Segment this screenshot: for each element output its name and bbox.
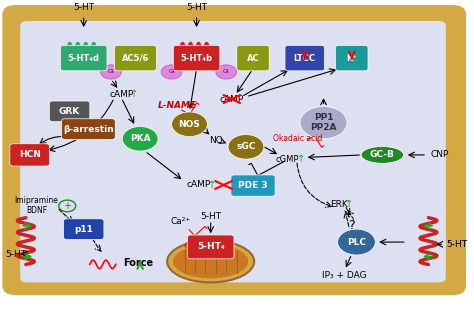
Text: BDNF: BDNF [26,206,47,215]
Text: ?: ? [348,219,355,232]
Text: LTCC: LTCC [294,54,316,63]
Text: PP1
PP2A: PP1 PP2A [310,113,337,132]
FancyBboxPatch shape [4,7,465,294]
Text: IP₃ + DAG: IP₃ + DAG [322,271,367,280]
Text: ↑: ↑ [208,180,216,190]
FancyBboxPatch shape [115,45,156,71]
FancyBboxPatch shape [64,219,104,240]
Text: ↑: ↑ [297,154,306,164]
FancyBboxPatch shape [62,119,115,139]
Ellipse shape [167,240,254,282]
FancyBboxPatch shape [173,45,220,71]
Text: cAMP: cAMP [109,90,134,99]
Text: sGC: sGC [236,142,255,151]
Text: AC: AC [246,54,259,63]
Text: NOS: NOS [179,120,201,129]
Text: Gi: Gi [168,69,175,74]
Circle shape [228,135,264,159]
Circle shape [172,112,208,137]
Text: 5-HT₄d: 5-HT₄d [68,54,100,63]
Ellipse shape [361,146,403,163]
Text: Force: Force [123,258,153,268]
Text: cGMP: cGMP [275,155,299,164]
FancyBboxPatch shape [10,144,49,166]
Text: Okadaic acid: Okadaic acid [273,134,322,143]
FancyBboxPatch shape [231,175,275,196]
Text: PLC: PLC [347,238,366,246]
Text: ↑: ↑ [130,89,138,99]
Text: 5-HT₄b: 5-HT₄b [181,54,212,63]
Circle shape [122,127,158,151]
Circle shape [300,107,347,139]
Text: L-NAME: L-NAME [158,101,197,110]
Text: β-arrestin: β-arrestin [63,125,114,134]
Text: 5-HT: 5-HT [200,212,221,221]
Text: NO: NO [209,136,223,145]
Text: GC-B: GC-B [370,150,395,160]
Text: 5-HT: 5-HT [73,3,94,12]
Text: PDE 3: PDE 3 [238,181,268,190]
Text: 5-HT₄: 5-HT₄ [197,242,225,251]
Text: GRK: GRK [59,107,80,116]
Text: +: + [63,201,71,211]
Text: PKA: PKA [130,134,150,143]
Text: Gi: Gi [223,69,229,74]
Text: Imipramine: Imipramine [15,196,59,205]
Text: p11: p11 [74,225,93,234]
FancyBboxPatch shape [187,235,234,259]
Circle shape [216,65,237,79]
Text: AC5/6: AC5/6 [122,54,149,63]
Ellipse shape [173,244,248,278]
FancyBboxPatch shape [285,45,325,71]
Text: HCN: HCN [18,150,41,160]
Text: cAMP: cAMP [220,94,244,104]
Text: K⁺: K⁺ [346,54,357,63]
Text: ↑: ↑ [346,199,354,209]
Text: 5-HT: 5-HT [5,249,26,259]
FancyBboxPatch shape [237,45,269,71]
Text: 5-HT: 5-HT [186,3,207,12]
Text: Gi: Gi [108,69,114,74]
FancyBboxPatch shape [60,45,107,71]
FancyBboxPatch shape [336,45,368,71]
Circle shape [161,65,182,79]
Circle shape [100,65,121,79]
Circle shape [337,229,375,255]
Text: Ca²⁺: Ca²⁺ [171,217,191,226]
Text: CNP: CNP [430,150,449,160]
Text: ERK: ERK [330,200,348,209]
Text: 5-HT: 5-HT [446,240,467,249]
FancyBboxPatch shape [20,21,446,282]
FancyBboxPatch shape [49,101,90,122]
Text: cAMP: cAMP [187,180,211,190]
